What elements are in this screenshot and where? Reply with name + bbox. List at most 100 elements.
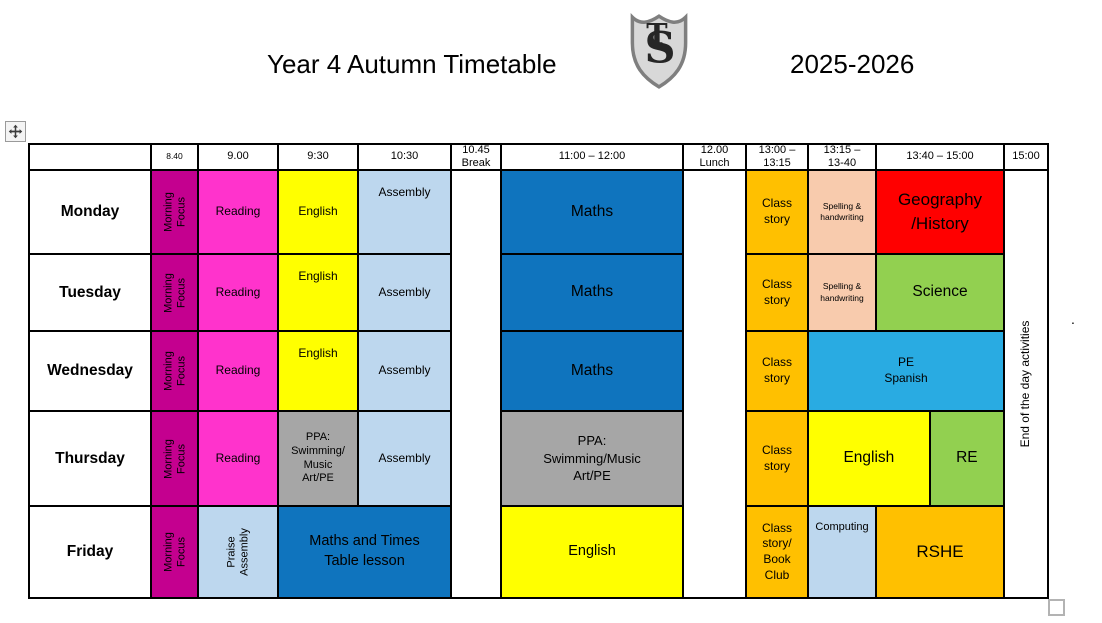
cell-label: Morning Focus — [161, 272, 187, 313]
academic-year: 2025-2026 — [790, 49, 915, 79]
cell-label: Geography /History — [897, 190, 983, 233]
cell-label: Reading — [215, 284, 261, 299]
cell-label: Thursday — [55, 449, 125, 467]
lesson-cell: RSHE — [876, 506, 1004, 598]
cell-label: RSHE — [916, 542, 964, 562]
lesson-cell: English — [808, 411, 930, 506]
lesson-cell: English — [501, 506, 683, 598]
cell-label: Morning Focus — [161, 532, 187, 572]
time-header-cell: 9:30 — [278, 144, 358, 170]
day-label: Wednesday — [29, 331, 151, 411]
cell-label: 9:30 — [307, 150, 329, 163]
lesson-cell: PPA: Swimming/ Music Art/PE — [278, 411, 358, 506]
lesson-cell: PPA: Swimming/Music Art/PE — [501, 411, 683, 506]
lesson-cell: Maths — [501, 170, 683, 254]
lesson-cell: Maths — [501, 254, 683, 331]
lesson-cell: Morning Focus — [151, 254, 198, 331]
lesson-cell: Assembly — [358, 411, 451, 506]
shield-icon: T S — [630, 13, 688, 89]
logo-monogram-s: S — [644, 23, 675, 73]
lesson-cell: Spelling & handwriting — [808, 254, 876, 331]
cell-label: Friday — [66, 543, 114, 560]
day-label: Friday — [29, 506, 151, 598]
table-resize-handle[interactable] — [1048, 599, 1065, 616]
page-title: Year 4 Autumn Timetable — [267, 49, 557, 79]
cell-label: 15:00 — [1012, 150, 1040, 163]
cell-label: 13:15 – 13-40 — [823, 144, 861, 169]
cell-label: English — [568, 543, 616, 560]
time-header-cell: 10.45 Break — [451, 144, 501, 170]
time-header-cell: 12.00 Lunch — [683, 144, 746, 170]
stray-dot: . — [1071, 311, 1075, 327]
cell-label: Class story/ Book Club — [761, 520, 792, 582]
cell-label: 13:40 – 15:00 — [906, 150, 974, 163]
cell-label: English — [298, 346, 338, 360]
cell-label: Spelling & handwriting — [820, 200, 864, 222]
cell-label: RE — [956, 449, 978, 467]
lesson-cell: Assembly — [358, 170, 451, 254]
cell-label: Praise Assembly — [225, 528, 250, 576]
lesson-cell: PE Spanish — [808, 331, 1004, 411]
cell-label: Maths — [570, 283, 614, 301]
cell-label: PPA: Swimming/ Music Art/PE — [291, 431, 345, 485]
cell-label: Maths — [570, 202, 614, 220]
lesson-cell: Class story — [746, 254, 808, 331]
lesson-cell: English — [278, 254, 358, 331]
break-column — [451, 170, 501, 598]
lesson-cell: Morning Focus — [151, 506, 198, 598]
lesson-cell: Reading — [198, 254, 278, 331]
lesson-cell: Spelling & handwriting — [808, 170, 876, 254]
cell-label: PPA: Swimming/Music Art/PE — [543, 433, 641, 484]
time-header-cell: 8.40 — [151, 144, 198, 170]
lesson-cell: Morning Focus — [151, 331, 198, 411]
day-label: Thursday — [29, 411, 151, 506]
lesson-cell: Geography /History — [876, 170, 1004, 254]
day-label: Tuesday — [29, 254, 151, 331]
cell-label: Morning Focus — [161, 192, 187, 232]
cell-label: Class story — [761, 196, 792, 226]
cell-label: Assembly — [378, 185, 431, 199]
lesson-cell: Class story — [746, 170, 808, 254]
cell-label: Maths — [570, 361, 614, 379]
lesson-cell: Reading — [198, 411, 278, 506]
time-header-cell: 10:30 — [358, 144, 451, 170]
cell-label: Class story — [761, 355, 792, 385]
cell-label: Wednesday — [47, 362, 133, 379]
lunch-column — [683, 170, 746, 598]
table-move-handle[interactable] — [5, 121, 26, 142]
cell-label: Morning Focus — [161, 351, 187, 391]
move-arrows-icon — [8, 124, 23, 139]
cell-label: Tuesday — [59, 283, 121, 301]
end-of-day-column: End of the day activities — [1004, 170, 1048, 598]
cell-label: Monday — [60, 203, 120, 220]
cell-label: Maths and Times Table lesson — [309, 533, 420, 569]
lesson-cell: Assembly — [358, 254, 451, 331]
time-header-cell — [29, 144, 151, 170]
cell-label: Spelling & handwriting — [820, 281, 864, 303]
time-header-cell: 11:00 – 12:00 — [501, 144, 683, 170]
time-header-cell: 13:15 – 13-40 — [808, 144, 876, 170]
cell-label: End of the day activities — [1018, 320, 1033, 448]
lesson-cell: English — [278, 331, 358, 411]
cell-label: Class story — [761, 276, 792, 307]
logo-monogram-t: T — [646, 17, 668, 51]
cell-label: 8.40 — [166, 151, 183, 162]
lesson-cell: Computing — [808, 506, 876, 598]
lesson-cell: Morning Focus — [151, 411, 198, 506]
lesson-cell: Class story — [746, 331, 808, 411]
cell-label: Computing — [815, 521, 869, 533]
time-header-cell: 13:40 – 15:00 — [876, 144, 1004, 170]
lesson-cell: English — [278, 170, 358, 254]
day-label: Monday — [29, 170, 151, 254]
cell-label: PE Spanish — [884, 355, 928, 385]
lesson-cell: Reading — [198, 170, 278, 254]
lesson-cell: Maths — [501, 331, 683, 411]
cell-label: Reading — [215, 363, 261, 378]
lesson-cell: Class story/ Book Club — [746, 506, 808, 598]
cell-label: 13:00 – 13:15 — [758, 144, 796, 169]
cell-label: Assembly — [378, 363, 431, 378]
timetable: 8.40 9.00 9:30 10:30 10.45 Break 11:00 – 12:0… — [28, 143, 1049, 599]
lesson-cell: Reading — [198, 331, 278, 411]
cell-label: English — [298, 269, 338, 283]
